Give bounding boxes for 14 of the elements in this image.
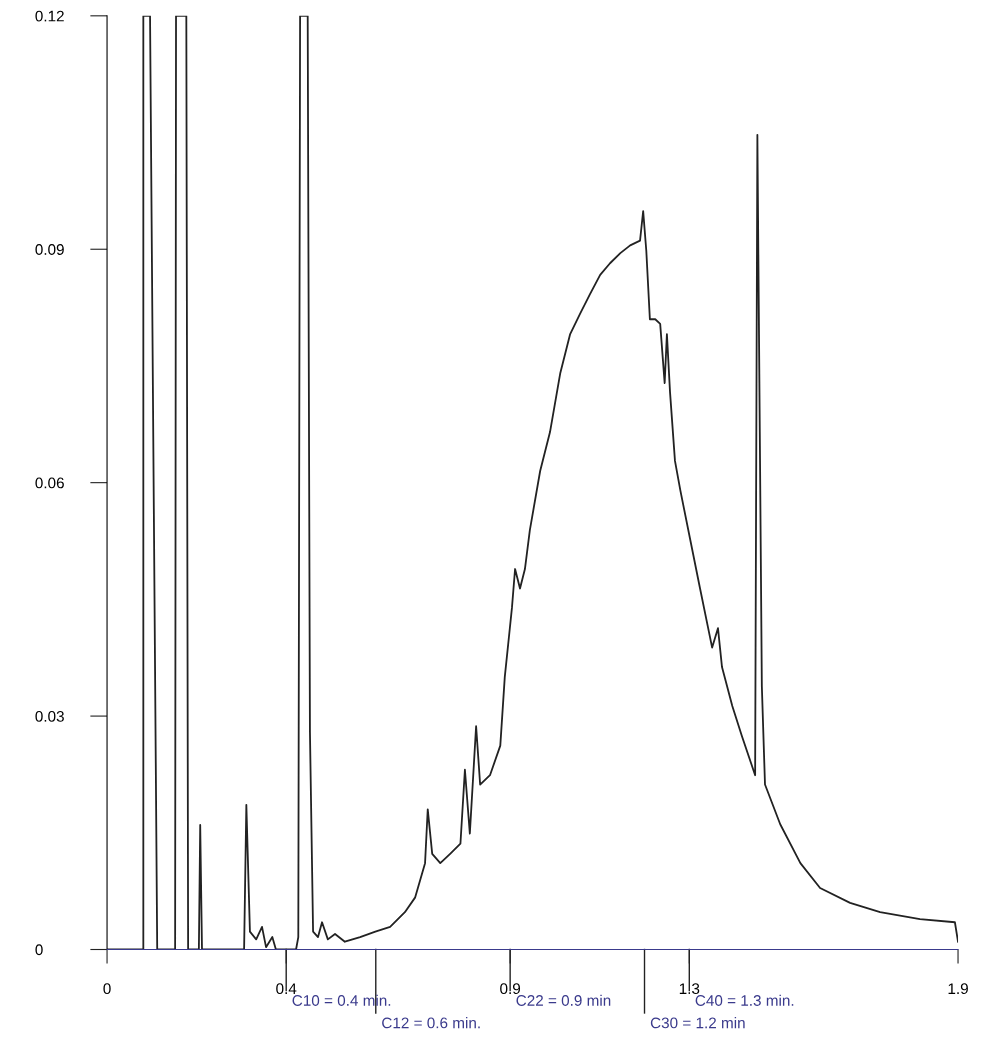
- x-tick-label: 0.4: [276, 983, 297, 995]
- y-tick-label: 0.12: [35, 10, 64, 22]
- y-tick-label: 0: [35, 944, 43, 956]
- y-tick-label: 0.06: [35, 477, 64, 489]
- x-tick-label: 1.3: [679, 983, 700, 995]
- y-tick-label: 0.03: [35, 710, 64, 722]
- ref-line-label: C12 = 0.6 min.: [382, 1017, 480, 1029]
- ref-line-label: C40 = 1.3 min.: [695, 994, 794, 1006]
- x-tick-label: 1.9: [948, 983, 968, 995]
- x-tick-label: 0.9: [500, 983, 521, 995]
- y-tick-label: 0.09: [35, 244, 64, 255]
- ref-line-label: C30 = 1.2 min: [650, 1017, 745, 1029]
- x-tick-label: 0: [103, 983, 111, 995]
- ref-line-label: C22 = 0.9 min: [516, 994, 611, 1006]
